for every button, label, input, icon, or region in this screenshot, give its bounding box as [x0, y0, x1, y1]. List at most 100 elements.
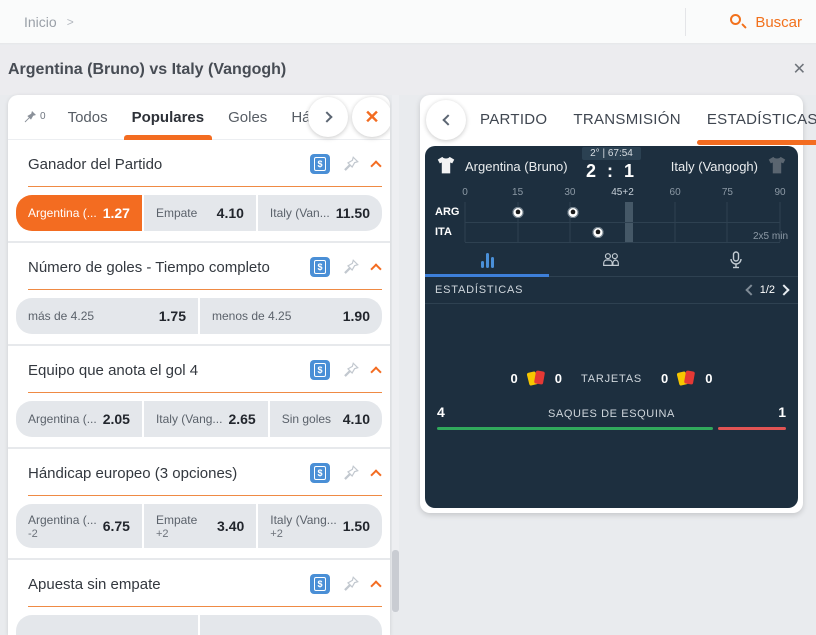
tab-transmision[interactable]: TRANSMISIÓN — [573, 110, 681, 128]
odd-button[interactable]: más de 4.25 1.75 — [16, 298, 198, 334]
score-center: 2° | 67:54 2 : 1 — [425, 147, 798, 182]
odd-button[interactable]: Sin goles 4.10 — [269, 401, 382, 437]
subtab-lineups[interactable] — [549, 244, 673, 276]
search-label: Buscar — [755, 13, 802, 31]
match-widget-panel: PARTIDO TRANSMISIÓN ESTADÍSTICAS Argenti… — [420, 95, 816, 513]
top-bar: Inicio > Buscar — [0, 0, 816, 44]
pin-market-icon[interactable] — [342, 464, 360, 482]
tick-75: 75 — [721, 187, 733, 198]
collapse-market-icon[interactable] — [370, 469, 382, 481]
odd-button[interactable]: menos de 4.25 1.90 — [200, 298, 382, 334]
search-button[interactable]: Buscar — [729, 0, 802, 44]
pager-next-icon[interactable] — [778, 284, 790, 296]
collapse-market-icon[interactable] — [370, 263, 382, 275]
pin-icon — [24, 111, 36, 123]
away-corners-bar — [717, 427, 786, 430]
home-team: Argentina (Bruno) — [435, 155, 585, 177]
market-title: Equipo que anota el gol 4 — [28, 361, 199, 379]
market-ganador-del-partido: Ganador del Partido $ Argentina (... 1.2… — [8, 140, 390, 243]
stats-widget: Argentina (Bruno) 2° | 67:54 2 : 1 Italy… — [425, 146, 798, 508]
pager-page: 1/2 — [759, 284, 775, 296]
odd-button[interactable]: Argentina (... 2.05 — [16, 401, 142, 437]
search-icon — [729, 13, 748, 31]
stats-pager: 1/2 — [745, 284, 790, 296]
market-title: Ganador del Partido — [28, 155, 163, 173]
scrollbar-thumb[interactable] — [392, 550, 399, 612]
odd-button[interactable]: Italy (Van... 11.50 — [257, 195, 382, 231]
pinned-filter[interactable]: 0 — [22, 109, 46, 125]
match-timeline: ARG ITA 0 15 30 45+2 60 75 90 2x5 min — [435, 186, 788, 244]
odd-button[interactable]: Italy (Vang... 2.65 — [143, 401, 268, 437]
tab-todos[interactable]: Todos — [67, 108, 108, 126]
cashout-icon: $ — [310, 463, 330, 483]
cashout-icon: $ — [310, 574, 330, 594]
pin-market-icon[interactable] — [342, 575, 360, 593]
breadcrumb[interactable]: Inicio > — [24, 14, 74, 30]
home-red-count: 0 — [554, 371, 562, 386]
collapse-market-icon[interactable] — [370, 366, 382, 378]
close-icon[interactable]: ✕ — [792, 61, 806, 78]
away-red-count: 0 — [705, 371, 713, 386]
odd-button[interactable] — [16, 615, 198, 635]
match-title: Argentina (Bruno) vs Italy (Vangogh) — [8, 61, 287, 78]
tab-goles[interactable]: Goles — [228, 108, 268, 126]
scrollbar-track[interactable] — [392, 95, 399, 612]
timeline-away-label: ITA — [435, 226, 452, 238]
collapse-all-icon: ✕ — [364, 106, 380, 127]
markets-panel: 0 Todos Populares Goles Hándi ✕ Ganador … — [8, 95, 390, 635]
market-apuesta-sin-empate: Apuesta sin empate $ — [8, 560, 390, 635]
market-title: Hándicap europeo (3 opciones) — [28, 464, 238, 482]
pin-market-icon[interactable] — [342, 361, 360, 379]
home-team-name: Argentina (Bruno) — [465, 158, 568, 174]
tab-estadisticas[interactable]: ESTADÍSTICAS — [696, 95, 816, 145]
odd-button[interactable]: Empate 4.10 — [143, 195, 256, 231]
odd-button[interactable] — [200, 615, 382, 635]
market-tabs: 0 Todos Populares Goles Hándi ✕ — [8, 95, 390, 140]
tick-60: 60 — [669, 187, 681, 198]
pin-market-icon[interactable] — [342, 258, 360, 276]
away-team-name: Italy (Vangogh) — [670, 158, 758, 174]
home-jersey-icon — [437, 156, 455, 174]
goal-icon-home-15 — [512, 207, 524, 218]
away-team: Italy (Vangogh) — [638, 155, 788, 177]
home-corners-bar — [437, 427, 713, 430]
tick-90: 90 — [774, 187, 786, 198]
stats-header: ESTADÍSTICAS 1/2 — [425, 277, 798, 304]
odd-button[interactable]: Empate +2 3.40 — [143, 504, 257, 548]
tick-45: 45+2 — [611, 187, 634, 198]
collapse-market-icon[interactable] — [370, 580, 382, 592]
corners-stat-row: 4 SAQUES DE ESQUINA 1 — [437, 404, 786, 430]
breadcrumb-home[interactable]: Inicio — [24, 13, 57, 30]
away-jersey-icon — [768, 156, 786, 174]
tick-15: 15 — [512, 187, 524, 198]
timeline-home-label: ARG — [435, 206, 460, 218]
players-icon — [603, 253, 620, 266]
tabs-scroll-next-button[interactable] — [308, 97, 348, 137]
tick-30: 30 — [564, 187, 576, 198]
subtab-commentary[interactable] — [674, 244, 798, 276]
pager-prev-icon[interactable] — [745, 284, 757, 296]
goal-icon-away-38 — [592, 227, 604, 238]
away-corners: 1 — [778, 404, 786, 420]
odd-button[interactable]: Argentina (... -2 6.75 — [16, 504, 142, 548]
tab-partido[interactable]: PARTIDO — [480, 110, 548, 128]
cards-pair-icon — [526, 370, 546, 387]
goal-icon-home-31 — [567, 207, 579, 218]
cards-stat-row: 0 0 TARJETAS 0 0 — [425, 370, 798, 387]
tick-0: 0 — [462, 187, 468, 198]
tab-populares[interactable]: Populares — [123, 95, 212, 140]
pin-market-icon[interactable] — [342, 155, 360, 173]
collapse-market-icon[interactable] — [370, 160, 382, 172]
tabs-scroll-prev-button[interactable] — [426, 100, 466, 140]
subtab-statistics[interactable] — [425, 244, 550, 277]
home-corners: 4 — [437, 404, 445, 420]
odd-button[interactable]: Argentina (... 1.27 — [16, 195, 142, 231]
cashout-icon: $ — [310, 154, 330, 174]
market-title: Número de goles - Tiempo completo — [28, 258, 270, 276]
market-equipo-gol-4: Equipo que anota el gol 4 $ Argentina (.… — [8, 346, 390, 449]
collapse-all-button[interactable]: ✕ — [352, 97, 390, 137]
breadcrumb-chevron: > — [66, 14, 74, 29]
odd-button[interactable]: Italy (Vang... +2 1.50 — [258, 504, 382, 548]
scoreboard: Argentina (Bruno) 2° | 67:54 2 : 1 Italy… — [425, 146, 798, 186]
corners-bars — [437, 427, 786, 430]
